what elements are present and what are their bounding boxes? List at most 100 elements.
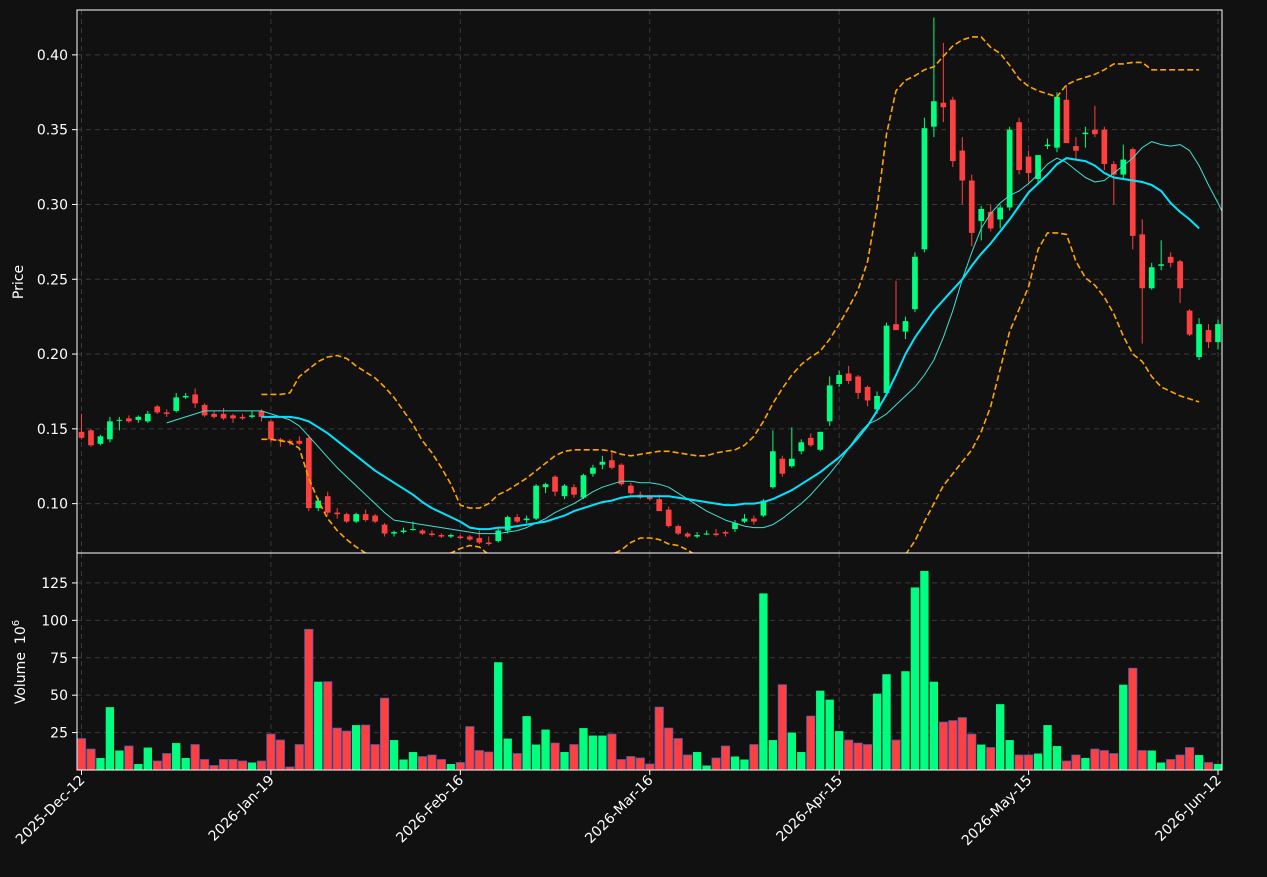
volume-bar	[361, 724, 371, 770]
volume-bar	[645, 763, 655, 770]
candle-down	[429, 533, 435, 536]
volume-bar	[654, 706, 664, 770]
candle-up	[978, 208, 985, 221]
candle-down	[845, 373, 852, 381]
volume-tick-label: 75	[50, 651, 68, 667]
volume-bar	[1175, 754, 1185, 770]
volume-bar	[1071, 754, 1081, 770]
candle-down	[949, 99, 956, 162]
candle-up	[107, 421, 113, 440]
volume-bar	[294, 744, 304, 770]
volume-bar	[474, 750, 484, 770]
volume-bar	[834, 731, 844, 770]
candle-down	[1167, 256, 1174, 263]
candle-up	[1158, 264, 1165, 266]
volume-bar	[285, 766, 295, 770]
candle-down	[485, 542, 492, 545]
volume-bar	[541, 729, 550, 770]
volume-axis-exponent-base: 10	[13, 626, 29, 644]
volume-bar	[977, 744, 986, 770]
volume-bar	[256, 760, 267, 770]
volume-bar	[910, 587, 920, 770]
candle-down	[855, 376, 861, 393]
volume-bar	[200, 759, 210, 770]
volume-bar	[1109, 753, 1119, 770]
candle-down	[893, 324, 899, 331]
candle-up	[353, 514, 359, 522]
candle-down	[334, 512, 341, 515]
volume-bar	[1081, 758, 1090, 770]
volume-bar	[332, 727, 342, 770]
candle-down	[268, 421, 274, 440]
candle-down	[466, 536, 473, 540]
candle-up	[523, 518, 530, 521]
candle-down	[656, 499, 663, 512]
candle-down	[552, 476, 558, 492]
volume-bar	[616, 759, 626, 770]
candle-down	[959, 150, 966, 181]
volume-bar	[314, 681, 323, 770]
candle-down	[296, 440, 303, 444]
volume-bar	[588, 735, 598, 770]
volume-bar	[370, 744, 380, 770]
volume-axis-exponent: 6	[11, 620, 22, 626]
candle-down	[362, 514, 369, 521]
volume-bar	[1128, 667, 1138, 770]
candle-down	[618, 464, 625, 485]
volume-bar	[1166, 759, 1176, 770]
candle-up	[173, 397, 180, 411]
volume-bar	[1043, 725, 1052, 770]
candle-up	[144, 413, 151, 422]
candle-up	[495, 530, 502, 542]
candle-down	[713, 533, 719, 536]
volume-bar	[626, 756, 636, 770]
candle-up	[599, 461, 606, 465]
candle-up	[410, 529, 416, 531]
volume-bar	[1194, 755, 1204, 770]
bollinger-upper-line	[261, 36, 1200, 509]
candle-up	[249, 415, 255, 417]
volume-bar	[863, 744, 873, 770]
candle-down	[192, 394, 198, 404]
price-tick-label: 0.35	[37, 123, 68, 139]
volume-tick-label: 25	[50, 726, 68, 742]
volume-bar	[96, 758, 105, 770]
candle-down	[438, 535, 445, 537]
candle-up	[504, 517, 511, 531]
volume-bar	[275, 739, 285, 770]
volume-bar	[1052, 746, 1062, 770]
volume-bar	[465, 726, 475, 770]
volume-bar	[720, 745, 731, 770]
volume-bar	[399, 759, 408, 770]
candle-down	[779, 458, 786, 474]
volume-bar	[503, 738, 512, 770]
volume-bar	[143, 747, 152, 770]
candle-down	[722, 532, 729, 534]
candle-down	[1177, 261, 1183, 289]
candle-down	[1073, 146, 1079, 151]
volume-bar	[920, 570, 929, 770]
candle-down	[864, 386, 871, 401]
volume-bar	[162, 753, 172, 770]
volume-bar	[531, 744, 541, 770]
price-tick-label: 0.15	[37, 422, 68, 438]
candle-up	[997, 207, 1004, 220]
candle-up	[1215, 324, 1221, 343]
candle-up	[760, 500, 767, 516]
volume-bar	[379, 697, 390, 770]
candle-up	[931, 101, 937, 127]
candle-up	[921, 128, 928, 250]
volume-bar	[664, 727, 674, 770]
price-tick-label: 0.40	[37, 48, 68, 64]
volume-bar	[351, 725, 361, 770]
volume-bar	[218, 759, 229, 770]
volume-bar	[1213, 764, 1222, 770]
volume-tick-label: 125	[41, 576, 68, 592]
volume-bar	[806, 715, 816, 770]
volume-bar	[635, 757, 645, 770]
volume-axis-title-group: Volume 106	[11, 620, 29, 704]
candle-up	[1006, 129, 1013, 208]
candle-up	[561, 485, 568, 497]
indicator-overlays	[166, 36, 1222, 553]
